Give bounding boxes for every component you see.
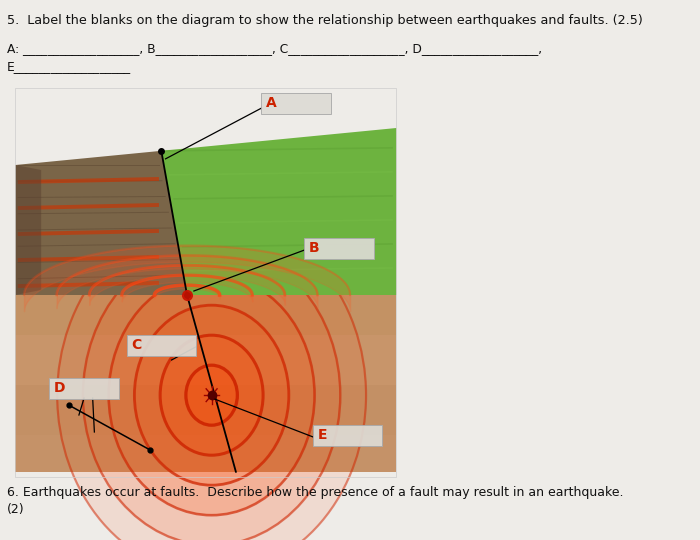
Text: A: ___________________, B___________________, C___________________, D___________: A: ___________________, B_______________…	[7, 42, 542, 55]
Text: C: C	[132, 338, 141, 352]
Circle shape	[83, 245, 340, 540]
Text: E: E	[317, 428, 327, 442]
Text: 5.  Label the blanks on the diagram to show the relationship between earthquakes: 5. Label the blanks on the diagram to sh…	[7, 14, 643, 27]
Text: E___________________: E___________________	[7, 60, 131, 73]
Circle shape	[57, 215, 366, 540]
FancyBboxPatch shape	[49, 377, 119, 399]
Circle shape	[108, 275, 314, 515]
Circle shape	[160, 335, 263, 455]
FancyBboxPatch shape	[127, 334, 196, 355]
Text: 6. Earthquakes occur at faults.  Describe how the presence of a fault may result: 6. Earthquakes occur at faults. Describe…	[7, 486, 624, 499]
FancyBboxPatch shape	[261, 92, 330, 113]
Polygon shape	[15, 435, 396, 472]
Polygon shape	[15, 385, 396, 435]
Text: D: D	[54, 381, 66, 395]
Polygon shape	[15, 295, 396, 335]
Polygon shape	[161, 128, 396, 295]
Polygon shape	[15, 165, 41, 295]
Circle shape	[134, 305, 289, 485]
Text: (2): (2)	[7, 503, 24, 516]
Bar	[15, 88, 396, 477]
Polygon shape	[15, 335, 396, 385]
Text: A: A	[266, 96, 276, 110]
Text: B: B	[309, 241, 319, 255]
Polygon shape	[15, 151, 187, 295]
Circle shape	[186, 365, 237, 425]
FancyBboxPatch shape	[304, 238, 374, 259]
FancyBboxPatch shape	[313, 424, 382, 445]
Polygon shape	[15, 295, 396, 472]
